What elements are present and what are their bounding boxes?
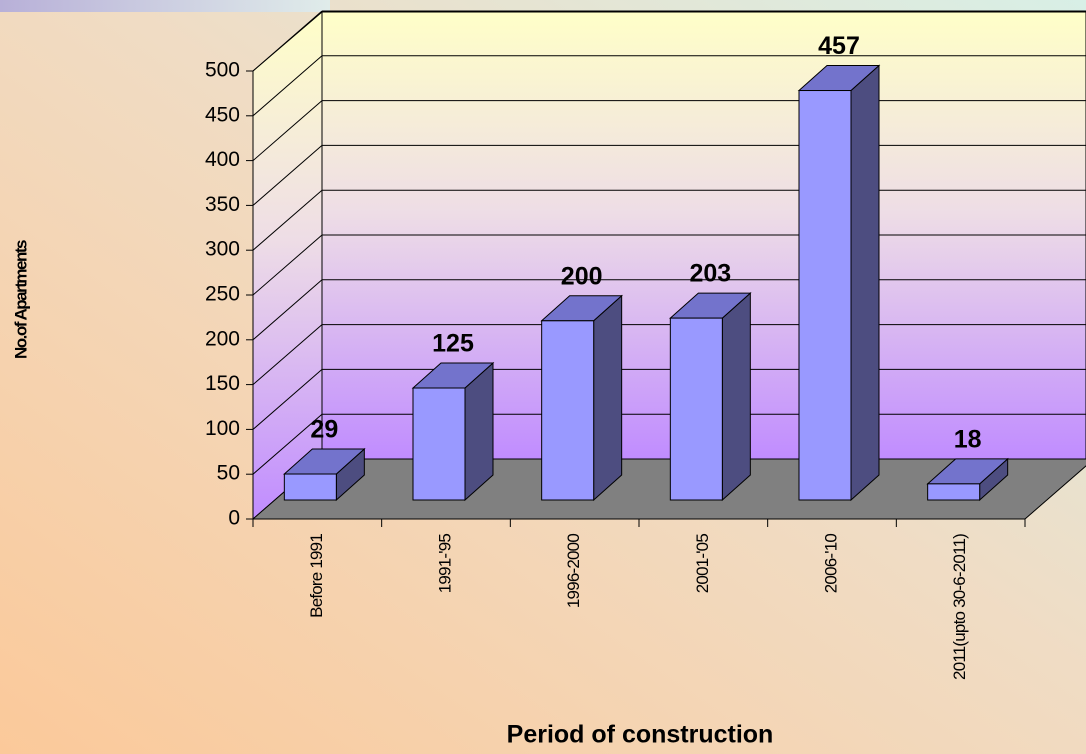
- x-tick-label: 2006-'10: [821, 534, 840, 594]
- bar-side: [593, 294, 623, 502]
- grid-line: [252, 279, 323, 341]
- bar: [283, 447, 366, 502]
- y-tick-label: 100: [205, 417, 240, 440]
- value-label: 125: [432, 330, 474, 358]
- y-tick-label: 250: [205, 283, 240, 306]
- grid-line: [252, 324, 323, 385]
- bar: [926, 457, 1009, 502]
- grid-line: [252, 100, 323, 161]
- x-tick-label: 1991-'95: [435, 534, 454, 594]
- top-strip: [0, 0, 330, 12]
- x-tick-label: 2011(upto 30-6-2011): [950, 534, 969, 680]
- y-tick-label: 300: [205, 238, 240, 261]
- y-tick-label: 500: [205, 59, 240, 82]
- bar-front: [927, 483, 981, 501]
- x-tick-label: 1996-2000: [564, 534, 583, 608]
- value-label: 29: [310, 416, 338, 444]
- grid-line: [252, 369, 323, 430]
- y-tick-label: 350: [205, 193, 240, 216]
- bar-side: [721, 291, 751, 502]
- bars: 29 125 200 203 457 18: [283, 32, 1009, 502]
- y-tick-label: 150: [205, 372, 240, 395]
- grid-line: [252, 413, 323, 475]
- bar-front: [798, 90, 852, 501]
- grid-line: [252, 10, 323, 72]
- y-axis-title: No.of Apartments: [11, 240, 30, 359]
- y-tick-label: 400: [205, 148, 240, 171]
- value-label: 457: [818, 32, 860, 60]
- value-label: 18: [954, 425, 982, 453]
- y-tick-label: 200: [205, 327, 240, 350]
- grid-line: [252, 145, 323, 206]
- bar: [411, 361, 495, 502]
- bar-side: [850, 64, 880, 502]
- bar-front: [541, 320, 595, 501]
- grid-line: [252, 234, 323, 296]
- x-axis-title: Period of construction: [507, 721, 774, 749]
- bar: [797, 64, 881, 502]
- grid-line: [252, 55, 323, 117]
- y-tick-label: 50: [217, 462, 240, 485]
- bar-front: [669, 317, 723, 501]
- bar-front: [283, 473, 337, 501]
- grid-line: [252, 189, 323, 251]
- y-tick-label: 0: [228, 507, 240, 530]
- bar: [669, 291, 752, 502]
- x-tick-label: 2001-'05: [693, 534, 712, 594]
- bar: [540, 294, 623, 502]
- value-label: 200: [561, 262, 603, 290]
- value-label: 203: [689, 260, 731, 288]
- x-tick-label: Before 1991: [307, 534, 326, 618]
- y-tick-label: 450: [205, 103, 240, 126]
- bar-front: [412, 387, 466, 501]
